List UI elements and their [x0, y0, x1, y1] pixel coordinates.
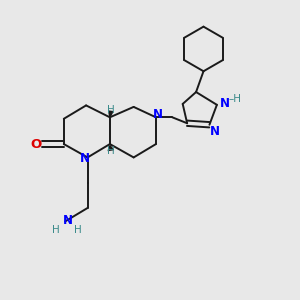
Text: N: N: [153, 108, 163, 122]
Text: N: N: [80, 152, 90, 165]
Text: O: O: [31, 138, 42, 151]
Text: –H: –H: [228, 94, 241, 104]
Text: H: H: [107, 146, 115, 157]
Text: H: H: [107, 105, 115, 115]
Text: N: N: [63, 214, 73, 227]
Text: H: H: [52, 225, 60, 235]
Text: N: N: [220, 97, 230, 110]
Text: H: H: [74, 225, 82, 235]
Polygon shape: [109, 111, 113, 117]
Text: N: N: [210, 125, 220, 138]
